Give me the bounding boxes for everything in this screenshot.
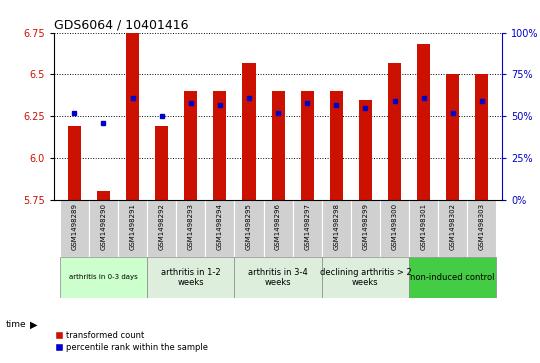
Bar xyxy=(68,126,81,200)
Text: arthritis in 3-4
weeks: arthritis in 3-4 weeks xyxy=(248,268,308,287)
Text: arthritis in 1-2
weeks: arthritis in 1-2 weeks xyxy=(161,268,221,287)
FancyBboxPatch shape xyxy=(467,200,496,257)
Text: GSM1498298: GSM1498298 xyxy=(333,203,339,250)
Text: declining arthritis > 2
weeks: declining arthritis > 2 weeks xyxy=(320,268,411,287)
Text: arthritis in 0-3 days: arthritis in 0-3 days xyxy=(69,274,138,280)
Bar xyxy=(155,126,168,200)
FancyBboxPatch shape xyxy=(205,200,234,257)
FancyBboxPatch shape xyxy=(351,200,380,257)
Bar xyxy=(242,63,255,200)
FancyBboxPatch shape xyxy=(293,200,322,257)
FancyBboxPatch shape xyxy=(60,257,147,298)
FancyBboxPatch shape xyxy=(234,200,264,257)
Bar xyxy=(446,74,460,200)
Bar xyxy=(184,91,197,200)
FancyBboxPatch shape xyxy=(322,200,351,257)
Bar xyxy=(213,91,226,200)
FancyBboxPatch shape xyxy=(60,200,89,257)
Bar xyxy=(126,33,139,200)
Bar xyxy=(388,63,401,200)
FancyBboxPatch shape xyxy=(264,200,293,257)
Bar xyxy=(417,44,430,200)
Legend: transformed count, percentile rank within the sample: transformed count, percentile rank withi… xyxy=(53,328,212,355)
Text: GSM1498292: GSM1498292 xyxy=(159,203,165,249)
Bar xyxy=(330,91,343,200)
Bar xyxy=(359,99,372,200)
Text: GSM1498303: GSM1498303 xyxy=(479,203,485,250)
FancyBboxPatch shape xyxy=(118,200,147,257)
Text: GSM1498289: GSM1498289 xyxy=(71,203,77,250)
FancyBboxPatch shape xyxy=(147,200,176,257)
Text: GSM1498296: GSM1498296 xyxy=(275,203,281,250)
FancyBboxPatch shape xyxy=(409,200,438,257)
Bar xyxy=(97,191,110,200)
Text: GSM1498300: GSM1498300 xyxy=(392,203,397,250)
Text: time: time xyxy=(5,321,26,329)
Text: GSM1498293: GSM1498293 xyxy=(188,203,194,250)
Text: GSM1498299: GSM1498299 xyxy=(362,203,368,250)
Text: GSM1498295: GSM1498295 xyxy=(246,203,252,249)
FancyBboxPatch shape xyxy=(176,200,205,257)
Bar xyxy=(301,91,314,200)
Bar xyxy=(475,74,488,200)
Text: GSM1498302: GSM1498302 xyxy=(450,203,456,250)
FancyBboxPatch shape xyxy=(322,257,409,298)
Text: GSM1498291: GSM1498291 xyxy=(130,203,136,250)
FancyBboxPatch shape xyxy=(380,200,409,257)
FancyBboxPatch shape xyxy=(234,257,322,298)
Text: GSM1498297: GSM1498297 xyxy=(304,203,310,250)
Text: GSM1498294: GSM1498294 xyxy=(217,203,223,249)
FancyBboxPatch shape xyxy=(147,257,234,298)
Bar xyxy=(272,91,285,200)
Text: GSM1498290: GSM1498290 xyxy=(100,203,106,250)
Text: ▶: ▶ xyxy=(30,320,37,330)
FancyBboxPatch shape xyxy=(438,200,467,257)
FancyBboxPatch shape xyxy=(89,200,118,257)
Text: GSM1498301: GSM1498301 xyxy=(421,203,427,250)
Text: non-induced control: non-induced control xyxy=(410,273,495,282)
Text: GDS6064 / 10401416: GDS6064 / 10401416 xyxy=(54,19,188,32)
FancyBboxPatch shape xyxy=(409,257,496,298)
